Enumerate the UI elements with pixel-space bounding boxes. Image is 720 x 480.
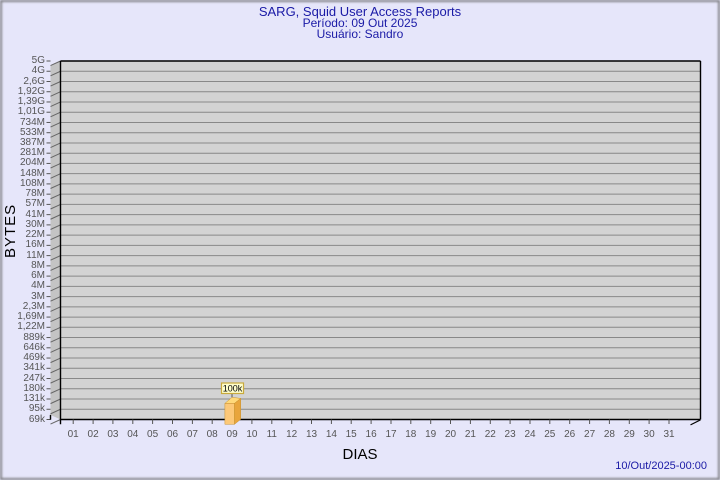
svg-text:100k: 100k	[223, 383, 243, 393]
